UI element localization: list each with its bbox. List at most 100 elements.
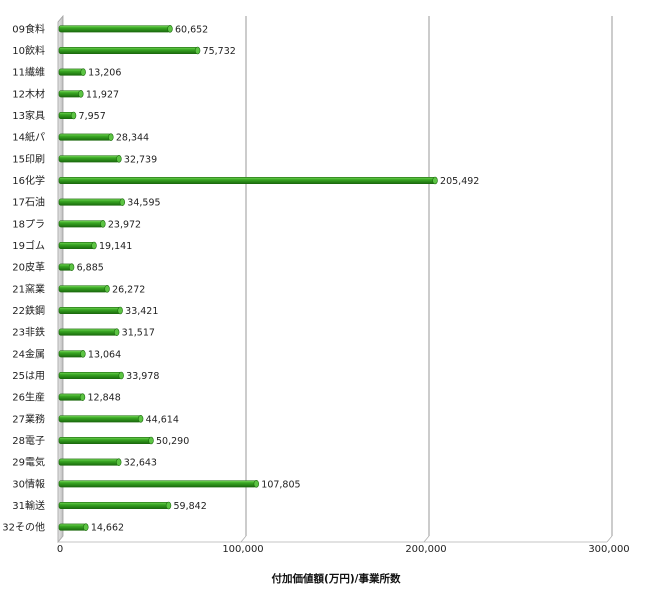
- category-label: 12木材: [12, 87, 45, 100]
- bar: [58, 306, 121, 314]
- bar: [58, 436, 152, 444]
- category-label: 26生産: [12, 391, 45, 404]
- bar: [58, 415, 141, 423]
- category-label: 24金属: [12, 347, 45, 360]
- category-label: 32その他: [2, 521, 45, 534]
- value-label: 13,064: [88, 349, 121, 360]
- bar: [58, 177, 436, 185]
- value-labels: 60,652 75,732 13,206 11,927 7,957 28,344 32,73…: [77, 24, 480, 533]
- bar-cap: [70, 111, 77, 120]
- bar-cap: [253, 480, 259, 488]
- value-label: 12,848: [88, 393, 121, 404]
- category-label: 28電子: [12, 435, 45, 447]
- bar-cap: [68, 263, 75, 271]
- bar-cap: [137, 415, 144, 423]
- x-axis-label: 付加価値額(万円)/事業所数: [272, 572, 401, 585]
- bar: [58, 458, 120, 466]
- bar-cap: [119, 198, 126, 206]
- bar-cap: [83, 523, 89, 531]
- bar-cap: [116, 458, 122, 466]
- value-label: 7,957: [79, 111, 106, 122]
- bar: [58, 285, 108, 293]
- x-axis-ticks: 0 100,000 200,000 300,000: [57, 544, 630, 555]
- bar: [58, 155, 120, 163]
- floor-line: [606, 535, 613, 543]
- category-label: 11繊維: [12, 66, 45, 79]
- bar-cap: [80, 350, 86, 358]
- value-label: 59,842: [174, 501, 207, 512]
- bar-cap: [148, 436, 154, 445]
- bar: [58, 46, 198, 54]
- value-label: 14,662: [91, 523, 124, 534]
- bar: [58, 68, 84, 76]
- bar: [58, 220, 104, 228]
- bar-cap: [100, 220, 106, 228]
- value-label: 44,614: [146, 414, 179, 425]
- bar-cap: [78, 90, 84, 98]
- value-label: 23,972: [108, 219, 141, 230]
- gridlines: [57, 14, 613, 544]
- category-label: 29電気: [12, 456, 45, 469]
- category-label: 19ゴム: [12, 239, 45, 252]
- floor-line: [423, 535, 430, 543]
- bar-cap: [432, 176, 438, 185]
- bar: [58, 198, 123, 206]
- value-label: 32,739: [124, 154, 157, 165]
- bar-cap: [116, 155, 122, 163]
- value-label: 75,732: [203, 46, 236, 57]
- category-label: 09食料: [12, 22, 45, 35]
- category-label: 22鉄鋼: [12, 304, 45, 317]
- bar-cap: [80, 68, 86, 76]
- category-label: 21窯業: [12, 282, 45, 295]
- category-label: 17石油: [12, 196, 45, 209]
- value-label: 33,978: [126, 371, 159, 382]
- bar: [58, 480, 257, 488]
- bar-cap: [108, 133, 114, 141]
- bar-cap: [167, 25, 173, 33]
- bar-cap: [165, 501, 172, 510]
- bar-cap: [117, 306, 123, 315]
- category-label: 27業務: [12, 412, 45, 425]
- bar: [58, 393, 83, 401]
- value-label: 33,421: [125, 306, 158, 317]
- category-label: 10飲料: [12, 44, 45, 57]
- bar-cap: [104, 285, 110, 293]
- value-label: 34,595: [127, 198, 160, 209]
- x-tick-label: 300,000: [588, 544, 629, 555]
- bar: [58, 90, 82, 98]
- bar-cap: [91, 241, 97, 250]
- floor-line: [240, 535, 247, 543]
- x-tick-label: 200,000: [405, 544, 446, 555]
- bars: [58, 25, 438, 531]
- category-label: 18プラ: [12, 218, 45, 230]
- category-label: 16化学: [12, 174, 45, 187]
- category-label: 15印刷: [12, 153, 45, 165]
- x-tick-label: 0: [57, 544, 63, 555]
- bar: [58, 523, 87, 531]
- bar-cap: [79, 393, 86, 401]
- bar-cap: [194, 46, 201, 55]
- bar: [58, 133, 112, 141]
- bar: [58, 25, 171, 33]
- floor-line: [57, 535, 64, 543]
- value-label: 31,517: [122, 328, 155, 339]
- category-label: 23非鉄: [12, 326, 45, 339]
- value-label: 11,927: [86, 89, 119, 100]
- value-label: 26,272: [112, 284, 145, 295]
- value-label: 50,290: [156, 436, 189, 447]
- value-label: 32,643: [124, 458, 157, 469]
- category-label: 25は用: [12, 370, 45, 382]
- bar: [58, 371, 122, 379]
- category-label: 20皮革: [12, 261, 45, 274]
- bar-cap: [118, 371, 124, 380]
- value-label: 13,206: [88, 68, 121, 79]
- category-label: 14紙パ: [12, 131, 45, 144]
- bar: [58, 501, 169, 509]
- bar-cap: [113, 328, 120, 336]
- bar: [58, 242, 95, 250]
- bar: [58, 350, 84, 358]
- value-label: 107,805: [261, 479, 300, 490]
- value-label: 60,652: [175, 24, 208, 35]
- value-label: 205,492: [440, 176, 479, 187]
